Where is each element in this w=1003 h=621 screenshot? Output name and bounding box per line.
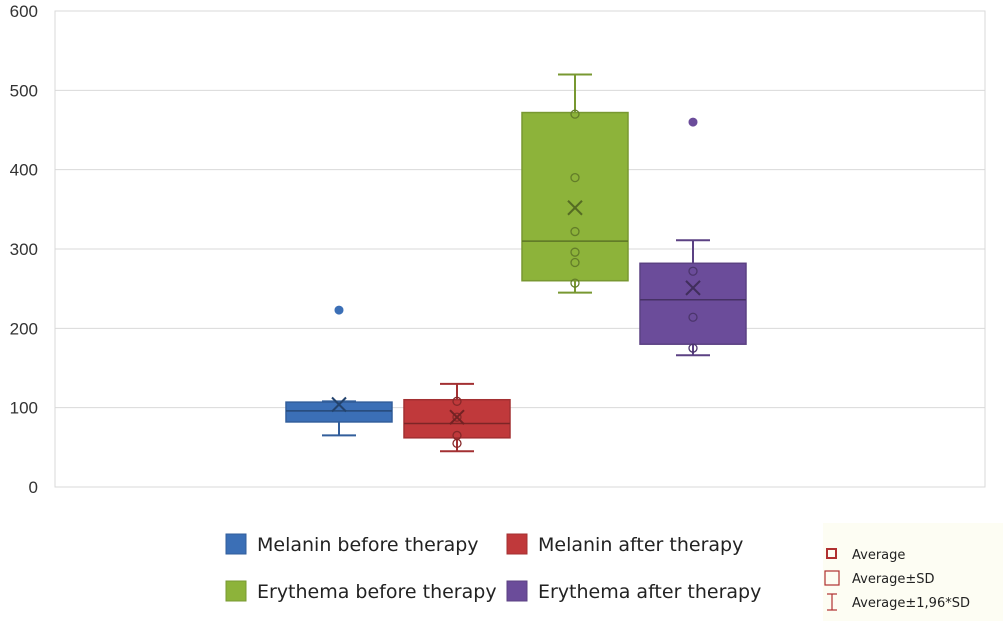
legend-swatch <box>225 580 247 602</box>
legend-swatch <box>225 533 247 555</box>
data-point <box>570 278 580 288</box>
box-iqr <box>285 401 393 423</box>
y-tick-label: 0 <box>29 478 38 497</box>
average-marker <box>826 548 837 559</box>
mean-marker <box>685 280 701 296</box>
side-legend-label: Average±1,96*SD <box>852 596 970 611</box>
y-tick-label: 600 <box>10 2 38 21</box>
data-point <box>570 226 580 237</box>
legend-item-2: Melanin after therapy <box>506 533 743 556</box>
legend-label: Melanin after therapy <box>538 534 743 556</box>
y-tick-label: 500 <box>10 81 38 100</box>
outlier-point <box>334 305 344 315</box>
y-tick-label: 200 <box>10 319 38 338</box>
box-group-4 <box>639 117 747 357</box>
legend-label: Erythema after therapy <box>538 581 761 603</box>
data-point <box>688 343 698 353</box>
data-point <box>452 396 462 406</box>
legend: Melanin before therapy Melanin after ther… <box>225 533 761 603</box>
side-legend-panel <box>823 523 1003 621</box>
legend-item-4: Erythema after therapy <box>506 580 761 603</box>
mean-marker <box>331 396 347 413</box>
data-point <box>570 109 580 119</box>
grid <box>54 10 986 488</box>
legend-item-3: Erythema before therapy <box>225 580 497 603</box>
box-group-2 <box>403 382 511 453</box>
data-point <box>452 412 462 422</box>
side-legend: Average Average±SD Average±1,96*SD <box>823 523 1003 621</box>
side-legend-label: Average±SD <box>852 572 935 587</box>
y-tick-label: 300 <box>10 240 38 259</box>
box-iqr <box>521 111 629 282</box>
box-group-3 <box>521 73 629 294</box>
data-point <box>688 266 698 276</box>
box-group-1 <box>285 305 393 437</box>
legend-swatch <box>506 580 528 602</box>
outlier-point <box>688 117 698 127</box>
y-axis: 0 100 200 300 400 500 600 <box>10 2 38 497</box>
y-tick-label: 100 <box>10 399 38 418</box>
mean-marker <box>449 409 465 425</box>
side-legend-label: Average <box>852 548 905 563</box>
plot-area <box>285 73 747 453</box>
data-point <box>570 247 580 257</box>
legend-label: Melanin before therapy <box>257 534 479 556</box>
data-point <box>452 430 462 441</box>
data-point <box>688 312 698 322</box>
data-point <box>570 257 580 268</box>
legend-item-1: Melanin before therapy <box>225 533 479 556</box>
legend-label: Erythema before therapy <box>257 581 497 603</box>
mean-marker <box>567 200 583 216</box>
sd-marker <box>824 570 840 586</box>
y-tick-label: 400 <box>10 161 38 180</box>
box-iqr <box>639 262 747 345</box>
legend-swatch <box>506 533 528 555</box>
data-point <box>570 172 580 183</box>
